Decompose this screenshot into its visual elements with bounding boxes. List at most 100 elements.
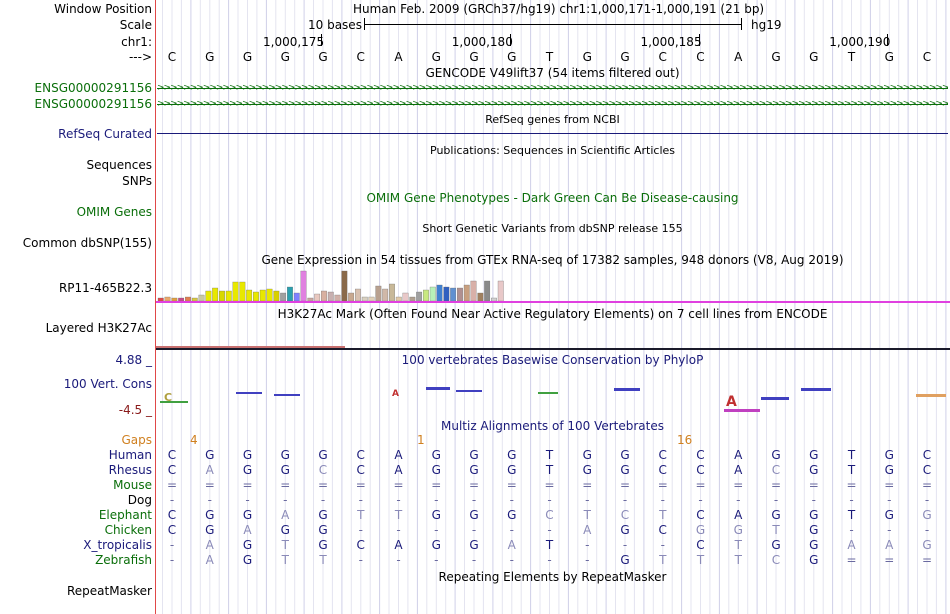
snps-label[interactable]: SNPs (122, 174, 152, 188)
gtex-tissue-bar[interactable] (355, 288, 361, 302)
gtex-tissue-bar[interactable] (463, 284, 470, 302)
alignment-base: G (205, 508, 215, 522)
reference-base: G (582, 50, 592, 64)
gtex-tissue-bar[interactable] (273, 290, 280, 302)
gtex-tissue-bar[interactable] (375, 285, 382, 302)
alignment-base: C (922, 463, 932, 477)
species-label[interactable]: Rhesus (108, 463, 152, 477)
species-label[interactable]: Human (108, 448, 152, 462)
ruler-position-label: 1,000,185 (640, 35, 702, 49)
gtex-tissue-bar[interactable] (484, 280, 491, 302)
gtex-tissue-bar[interactable] (436, 284, 443, 302)
alignment-base: A (281, 508, 290, 522)
gtex-tissue-bar[interactable] (232, 281, 239, 302)
sequences-label[interactable]: Sequences (86, 158, 152, 172)
logo-letter-c: C (164, 391, 172, 404)
alignment-base: - (471, 553, 477, 567)
alignment-base: - (622, 493, 628, 507)
species-label[interactable]: Elephant (98, 508, 152, 522)
gtex-tissue-bar[interactable] (327, 291, 334, 302)
gtex-tissue-bar[interactable] (389, 283, 395, 302)
gtex-gene-label[interactable]: RP11-465B22.3 (58, 281, 152, 295)
alignment-base: = (204, 478, 215, 492)
alignment-base: T (545, 463, 554, 477)
gtex-tissue-bar[interactable] (293, 292, 300, 302)
reference-base: C (658, 50, 667, 64)
alignment-base: G (318, 523, 328, 537)
gtex-tissue-bar[interactable] (253, 291, 259, 302)
gtex-tissue-bar[interactable] (259, 289, 266, 302)
alignment-base: A (885, 538, 894, 552)
gtex-tissue-bar[interactable] (402, 292, 409, 302)
alignment-base: T (847, 463, 856, 477)
gtex-tissue-bar[interactable] (348, 292, 355, 302)
gtex-tissue-bar[interactable] (429, 286, 436, 302)
omim-genes-label[interactable]: OMIM Genes (76, 205, 152, 219)
alignment-base: = (166, 478, 178, 492)
scale-bar (364, 24, 742, 25)
alignment-base: C (771, 553, 781, 567)
species-label[interactable]: Mouse (113, 478, 152, 492)
phylop-logo: C A A (160, 387, 946, 412)
alignment-base: A (734, 463, 743, 477)
gtex-tissue-bar[interactable] (300, 270, 307, 302)
alignment-base: G (620, 463, 630, 477)
gencode-gene-2-line[interactable] (157, 104, 948, 105)
gtex-tissue-bar[interactable] (280, 292, 287, 302)
gtex-expression-chart[interactable] (156, 268, 556, 302)
logo-mark (801, 388, 831, 391)
gencode-gene-1-line[interactable] (157, 88, 948, 89)
scale-bar-start (364, 18, 365, 30)
gtex-tissue-bar[interactable] (219, 290, 225, 302)
gtex-tissue-bar[interactable] (246, 289, 253, 302)
gtex-tissue-bar[interactable] (450, 287, 457, 302)
refseq-curated-label[interactable]: RefSeq Curated (58, 127, 152, 141)
gtex-tissue-bar[interactable] (212, 287, 219, 302)
species-label[interactable]: X_tropicalis (83, 538, 152, 552)
h3k27ac-label[interactable]: Layered H3K27Ac (45, 321, 152, 335)
conservation-label[interactable]: 100 Vert. Cons (63, 377, 152, 391)
window-position-label: Window Position (54, 2, 152, 16)
gencode-gene-1-label[interactable]: ENSG00000291156 (34, 81, 152, 95)
gtex-tissue-bar[interactable] (205, 290, 212, 302)
dbsnp-label[interactable]: Common dbSNP(155) (22, 236, 152, 250)
alignment-base: = (393, 478, 404, 492)
gtex-tissue-bar[interactable] (416, 291, 423, 302)
logo-mark (236, 392, 262, 394)
species-label[interactable]: Chicken (104, 523, 152, 537)
gtex-tissue-bar[interactable] (470, 280, 477, 302)
gtex-tissue-bar[interactable] (266, 288, 273, 302)
alignment-base: G (809, 523, 819, 537)
gtex-tissue-bar[interactable] (443, 286, 450, 302)
repeatmasker-label[interactable]: RepeatMasker (66, 584, 152, 598)
alignment-base: G (809, 463, 819, 477)
species-label[interactable]: Dog (127, 493, 152, 507)
gtex-tissue-bar[interactable] (314, 293, 321, 302)
alignment-base: = (317, 478, 329, 492)
refseq-gene-line[interactable] (157, 133, 948, 134)
alignment-base: G (922, 508, 932, 522)
gtex-tissue-bar[interactable] (423, 289, 429, 302)
phylop-track-title: 100 vertebrates Basewise Conservation by… (401, 353, 704, 367)
h3k27ac-signal[interactable] (156, 346, 345, 349)
gencode-gene-2-label[interactable]: ENSG00000291156 (34, 97, 152, 111)
alignment-base: C (658, 523, 667, 537)
gtex-tissue-bar[interactable] (321, 290, 327, 302)
alignment-base: - (660, 493, 665, 507)
gtex-tissue-bar[interactable] (287, 286, 293, 302)
gtex-tissue-bar[interactable] (382, 288, 389, 302)
alignment-base: G (469, 448, 479, 462)
logo-mark (614, 388, 640, 391)
alignment-base: C (620, 508, 630, 522)
alignment-base: G (507, 508, 517, 522)
gtex-tissue-bar[interactable] (341, 270, 348, 302)
alignment-base: G (280, 448, 290, 462)
gtex-tissue-bar[interactable] (477, 292, 484, 302)
gtex-tissue-bar[interactable] (225, 290, 232, 302)
gtex-tissue-bar[interactable] (239, 281, 246, 302)
species-label[interactable]: Zebrafish (95, 553, 152, 567)
ruler-tick (321, 34, 322, 46)
alignment-base: G (733, 523, 743, 537)
gtex-tissue-bar[interactable] (457, 287, 463, 302)
gtex-tissue-bar[interactable] (497, 280, 504, 302)
